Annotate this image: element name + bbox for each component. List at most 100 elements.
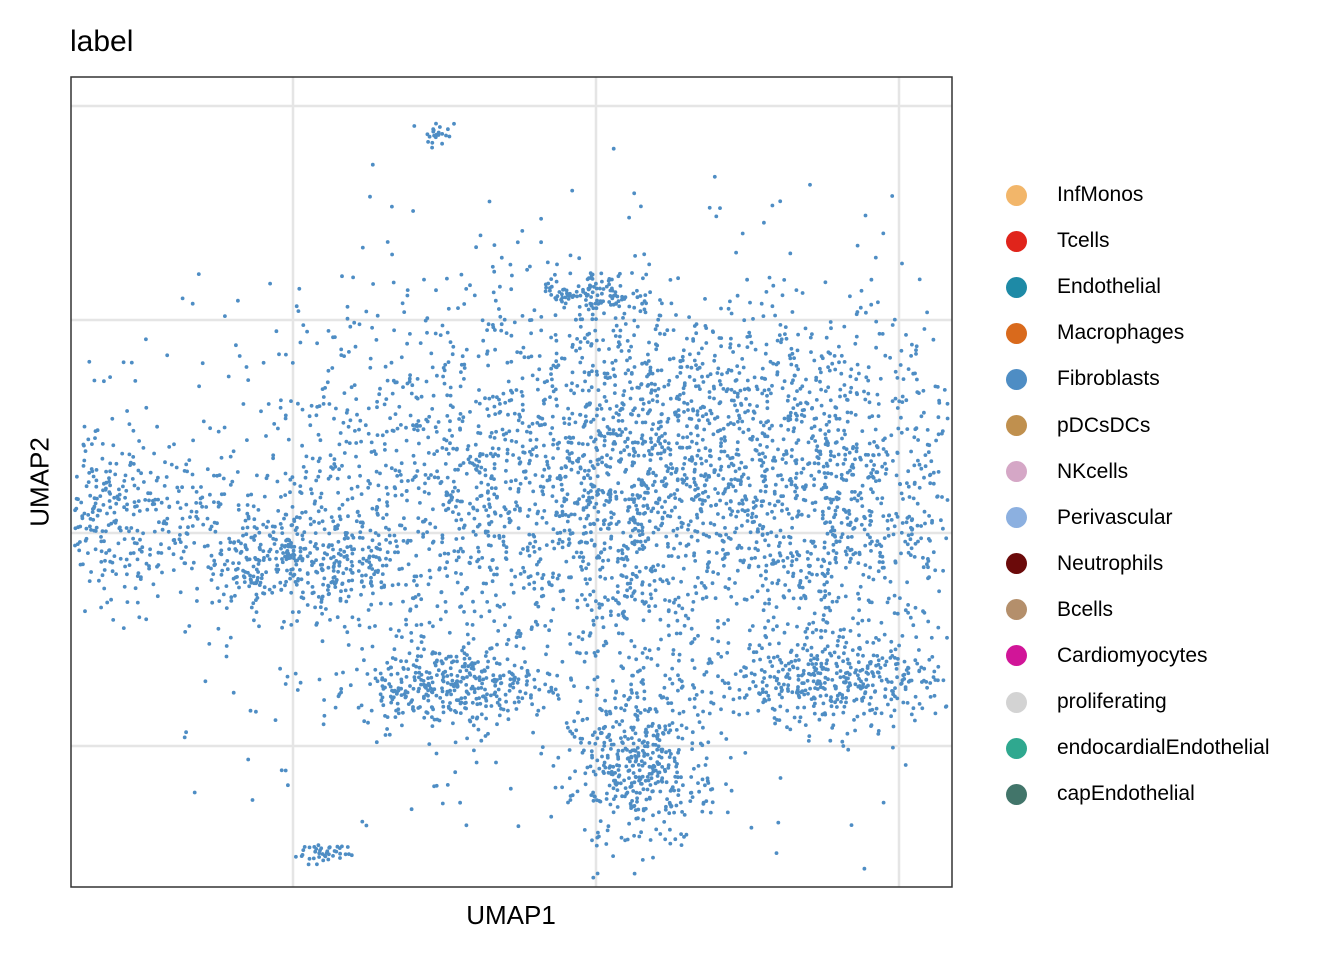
data-point bbox=[627, 304, 632, 309]
data-point bbox=[309, 403, 314, 408]
data-point bbox=[687, 457, 692, 462]
data-point bbox=[781, 437, 786, 442]
data-point bbox=[871, 653, 876, 658]
data-point bbox=[621, 530, 626, 535]
data-point bbox=[700, 596, 705, 601]
data-point bbox=[267, 557, 272, 562]
data-point bbox=[841, 462, 846, 466]
data-point bbox=[693, 488, 697, 492]
data-point bbox=[726, 485, 731, 490]
data-point bbox=[425, 530, 429, 534]
data-point bbox=[866, 378, 871, 383]
data-point bbox=[794, 417, 799, 422]
data-point bbox=[693, 495, 698, 499]
data-point bbox=[663, 476, 667, 481]
data-point bbox=[406, 562, 411, 567]
data-point bbox=[301, 465, 306, 469]
data-point bbox=[638, 791, 642, 795]
data-point bbox=[767, 426, 772, 431]
data-point bbox=[608, 545, 613, 550]
data-point bbox=[570, 188, 575, 193]
data-point bbox=[545, 260, 550, 265]
data-point bbox=[720, 372, 724, 377]
data-point bbox=[629, 754, 634, 759]
data-point bbox=[596, 429, 601, 433]
data-point bbox=[613, 290, 618, 294]
data-point bbox=[338, 517, 343, 522]
data-point bbox=[429, 675, 434, 680]
data-point bbox=[495, 722, 499, 727]
data-point bbox=[675, 770, 679, 775]
data-point bbox=[564, 383, 569, 388]
data-point bbox=[366, 608, 371, 612]
data-point bbox=[483, 396, 487, 401]
data-point bbox=[824, 693, 829, 698]
data-point bbox=[364, 309, 369, 314]
data-point bbox=[335, 615, 340, 620]
data-point bbox=[856, 673, 860, 678]
data-point bbox=[283, 512, 288, 517]
data-point bbox=[914, 344, 919, 349]
data-point bbox=[931, 550, 936, 555]
data-point bbox=[640, 441, 645, 446]
data-point bbox=[631, 461, 636, 465]
data-point bbox=[788, 727, 793, 732]
data-point bbox=[898, 482, 902, 487]
data-point bbox=[631, 291, 636, 296]
data-point bbox=[861, 572, 866, 577]
data-point bbox=[642, 689, 647, 694]
data-point bbox=[475, 715, 480, 720]
data-point bbox=[685, 445, 690, 450]
data-point bbox=[348, 683, 353, 688]
data-point bbox=[489, 693, 493, 698]
data-point bbox=[604, 498, 609, 503]
data-point bbox=[716, 512, 720, 516]
data-point bbox=[458, 669, 463, 674]
data-point bbox=[307, 414, 312, 419]
data-point bbox=[474, 245, 478, 250]
data-point bbox=[664, 464, 669, 468]
data-point bbox=[622, 694, 626, 698]
data-point bbox=[843, 645, 847, 649]
data-point bbox=[639, 830, 643, 835]
data-point bbox=[332, 457, 337, 462]
data-point bbox=[859, 496, 864, 501]
data-point bbox=[321, 543, 326, 548]
data-point bbox=[513, 574, 517, 579]
data-point bbox=[916, 438, 920, 442]
data-point bbox=[155, 424, 160, 429]
data-point bbox=[313, 531, 318, 535]
data-point bbox=[901, 700, 906, 705]
data-point bbox=[567, 575, 571, 580]
data-point bbox=[521, 345, 526, 350]
data-point bbox=[557, 440, 561, 445]
data-point bbox=[601, 643, 606, 648]
data-point bbox=[666, 416, 671, 421]
data-point bbox=[495, 494, 499, 499]
data-point bbox=[737, 371, 742, 375]
data-point bbox=[156, 550, 161, 555]
data-point bbox=[591, 618, 596, 623]
data-point bbox=[824, 461, 829, 466]
data-point bbox=[373, 624, 377, 628]
data-point bbox=[533, 685, 537, 690]
data-point bbox=[670, 721, 675, 725]
data-point bbox=[257, 583, 262, 587]
data-point bbox=[432, 475, 437, 480]
data-point bbox=[498, 284, 502, 289]
data-point bbox=[274, 329, 279, 334]
data-point bbox=[887, 513, 891, 518]
data-point bbox=[430, 715, 434, 719]
data-point bbox=[705, 374, 710, 379]
data-point bbox=[607, 783, 612, 788]
data-point bbox=[643, 778, 648, 783]
data-point bbox=[633, 754, 637, 758]
data-point bbox=[659, 523, 663, 528]
data-point bbox=[693, 559, 698, 563]
data-point bbox=[426, 693, 430, 698]
data-point bbox=[833, 557, 838, 562]
data-point bbox=[527, 582, 532, 586]
data-point bbox=[919, 524, 923, 528]
data-point bbox=[697, 365, 702, 370]
data-point bbox=[192, 790, 197, 795]
